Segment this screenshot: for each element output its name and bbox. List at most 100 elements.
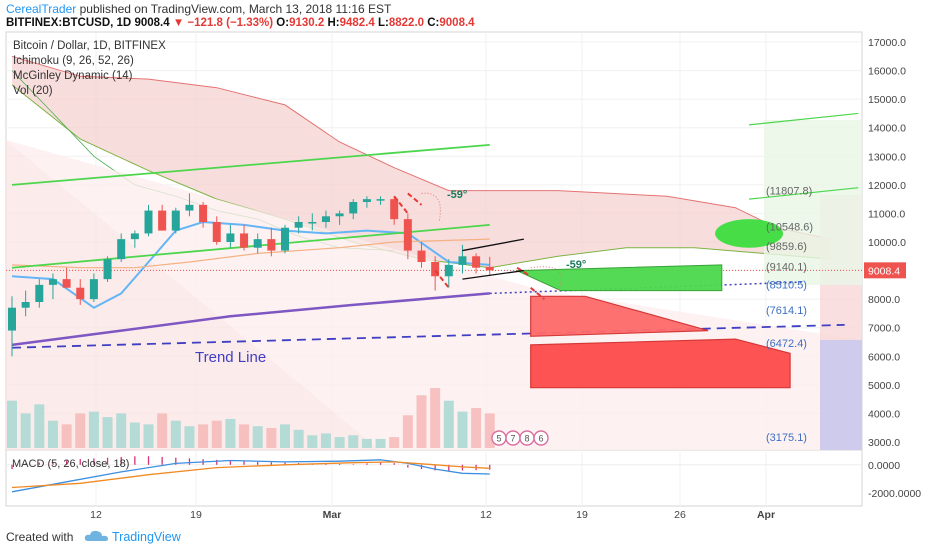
cloud-area xyxy=(12,56,831,268)
candle-body xyxy=(21,302,30,308)
candle-body xyxy=(144,210,153,234)
volume-bar xyxy=(416,395,427,448)
volume-bar xyxy=(47,420,58,448)
tradingview-cloud-icon xyxy=(84,530,108,541)
price-level-label: (8510.5) xyxy=(766,280,807,292)
volume-bar xyxy=(293,429,304,448)
angle-label-2: -59° xyxy=(566,259,586,271)
candle-body xyxy=(267,239,276,251)
angle-marker xyxy=(516,266,532,278)
kijun-line xyxy=(11,238,490,269)
volume-bar xyxy=(143,424,154,448)
candle-body xyxy=(403,219,412,251)
close-label: C: xyxy=(427,17,440,29)
volume-bar xyxy=(129,422,140,448)
time-tick-label: Mar xyxy=(323,509,342,521)
volume-bar xyxy=(61,424,72,448)
candle-body xyxy=(212,222,221,242)
down-triangle-icon: ▼ xyxy=(172,17,185,29)
price-chart[interactable]: (11807.8) (10548.6) (9859.6) (9140.1) (8510.… xyxy=(0,0,932,522)
bg-column xyxy=(820,340,862,450)
candle-body xyxy=(417,250,426,262)
candle-body xyxy=(281,227,289,251)
channel-upper-line xyxy=(11,143,490,186)
high-label: H: xyxy=(327,17,340,29)
candle-body xyxy=(35,284,44,302)
candle-body xyxy=(199,204,208,222)
candle-body xyxy=(390,199,399,220)
macd-tick-label: 0.0000 xyxy=(868,460,900,472)
channel-right-lower-line xyxy=(749,187,859,200)
candle-body xyxy=(226,233,235,242)
chart-header: CerealTrader published on TradingView.co… xyxy=(0,0,932,32)
volume-bar xyxy=(7,400,17,448)
drawings[interactable]: (11807.8) (10548.6) (9859.6) (9140.1) (8510.… xyxy=(393,185,813,446)
volume-bar xyxy=(457,411,468,448)
angle-arc xyxy=(530,266,562,291)
volume-bar xyxy=(389,437,400,448)
volume-bar xyxy=(471,408,482,448)
author-link[interactable]: CerealTrader xyxy=(6,2,77,16)
price-change: −121.8 (−1.33%) xyxy=(187,17,274,29)
volume-bar xyxy=(443,400,454,448)
open-value: 9130.2 xyxy=(289,17,325,29)
angle-marker xyxy=(530,286,545,300)
price-tick-label: 10000.0 xyxy=(868,237,906,249)
volume-bar xyxy=(280,424,290,448)
legend-mcginley: McGinley Dynamic (14) xyxy=(13,70,133,82)
wedge-line xyxy=(462,269,524,280)
volume-bar xyxy=(266,428,277,448)
volume-bar xyxy=(361,438,372,448)
price-tick-label: 3000.0 xyxy=(868,437,900,449)
legend-title: Bitcoin / Dollar, 1D, BITFINEX xyxy=(13,40,166,52)
green-target-box xyxy=(516,264,723,292)
legend-vol: Vol (20) xyxy=(13,85,53,97)
volume-bar xyxy=(102,417,113,448)
volume-bar xyxy=(320,433,331,448)
macd-indicator xyxy=(6,456,862,493)
time-tick-label: 19 xyxy=(190,509,202,521)
low-value: 8822.0 xyxy=(388,17,425,29)
price-axis: 17000.0 16000.0 15000.0 14000.0 13000.0 12000… xyxy=(864,37,921,500)
price-tick-label: 5000.0 xyxy=(868,380,900,392)
event-marker-label: 8 xyxy=(524,434,529,444)
candle-body xyxy=(431,262,440,277)
price-level-label: (3175.1) xyxy=(766,432,807,444)
candle-body xyxy=(485,266,494,271)
angle-marker xyxy=(407,192,423,206)
time-tick-label: 12 xyxy=(480,509,492,521)
price-tick-label: 8000.0 xyxy=(868,294,900,306)
candle-body xyxy=(171,210,180,231)
last-price-tag-label: 9008.4 xyxy=(868,265,900,277)
angle-arc xyxy=(421,192,441,223)
ohlc-line: BITFINEX:BTCUSD, 1D 9008.4 ▼ −121.8 (−1.… xyxy=(6,17,475,29)
bg-column xyxy=(764,120,862,285)
volume-bar xyxy=(430,388,441,448)
volume-bar xyxy=(375,438,386,448)
volume-bar xyxy=(170,420,181,448)
price-tick-label: 13000.0 xyxy=(868,151,906,163)
candles xyxy=(8,193,494,357)
angle-label: -59° xyxy=(447,189,467,201)
mcginley-projection xyxy=(489,281,804,295)
macd-signal-line xyxy=(11,461,490,489)
tradingview-link[interactable]: TradingView xyxy=(112,530,181,544)
candle-body xyxy=(130,233,139,240)
candle-body xyxy=(62,279,71,288)
candle-body xyxy=(321,216,330,222)
event-marker xyxy=(533,430,549,446)
wedge-line xyxy=(462,238,524,252)
candle-body xyxy=(349,202,358,214)
last-price-tag xyxy=(864,262,906,279)
price-level-label: (9140.1) xyxy=(766,262,807,274)
green-ellipse xyxy=(715,219,784,248)
volume-bar xyxy=(484,413,495,448)
candle-body xyxy=(362,199,371,202)
candle-body xyxy=(444,264,453,277)
candle-body xyxy=(76,287,85,300)
trend-line xyxy=(11,323,845,349)
legend-ichimoku: Ichimoku (9, 26, 52, 26) xyxy=(13,55,134,67)
candle-body xyxy=(472,256,481,268)
candle-body xyxy=(158,210,167,231)
publish-line: CerealTrader published on TradingView.co… xyxy=(6,2,391,16)
